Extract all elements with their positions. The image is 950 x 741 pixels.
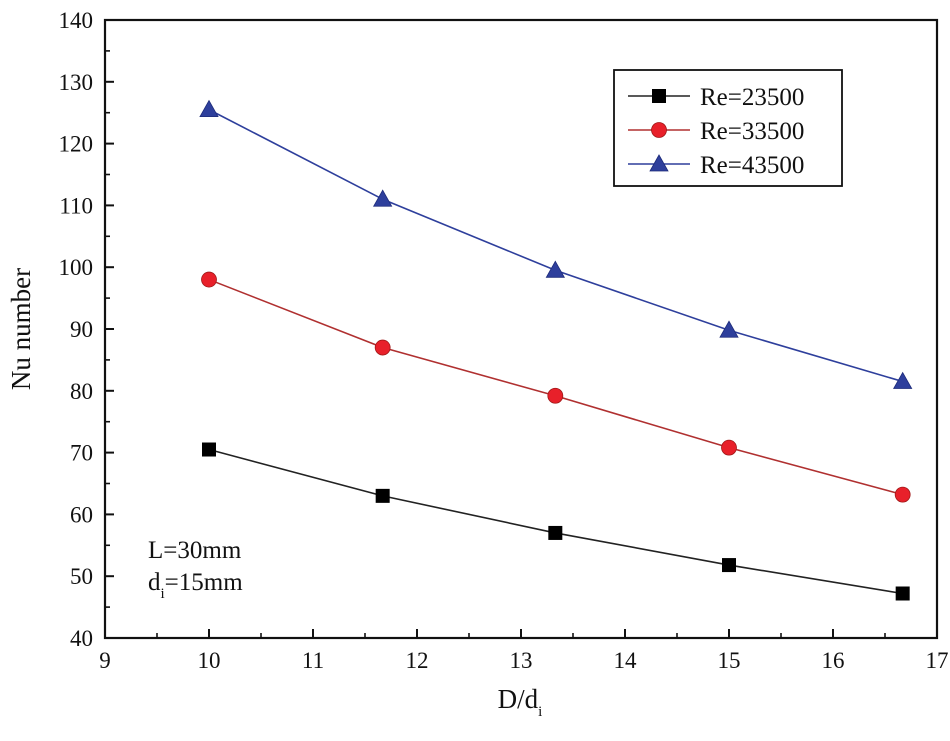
series-re-23500 [202, 442, 910, 601]
x-tick-label: 17 [926, 648, 949, 673]
data-point-square [722, 558, 736, 573]
x-tick-label: 15 [718, 648, 741, 673]
x-tick-label: 11 [302, 648, 324, 673]
data-point-triangle [719, 320, 739, 338]
series-re-33500 [201, 271, 911, 503]
legend-marker-circle [651, 122, 667, 138]
annotation-inner-diameter-subscript: i [161, 586, 165, 602]
y-tick-label: 140 [59, 8, 94, 33]
y-tick-label: 90 [70, 317, 93, 342]
legend-marker-square [652, 89, 666, 103]
legend-entry: Re=43500 [628, 152, 804, 179]
series-line [208, 278, 903, 496]
legend-entries: Re=23500 Re=33500 Re=43500 [628, 84, 804, 179]
y-tick-label: 40 [70, 626, 93, 651]
data-point-square [202, 442, 216, 457]
x-tick-label: 13 [510, 648, 533, 673]
legend-label: Re=23500 [700, 84, 804, 111]
data-point-circle [547, 387, 564, 404]
x-tick-label: 14 [614, 648, 638, 673]
x-axis-title-subscript: i [538, 704, 542, 720]
x-tick-label: 9 [99, 648, 111, 673]
y-axis-title: Nu number [6, 268, 36, 390]
legend-entry: Re=23500 [628, 84, 804, 111]
y-tick-label: 70 [70, 441, 93, 466]
y-tick-label: 120 [59, 132, 94, 157]
data-point-square [375, 488, 390, 503]
y-tick-label: 80 [70, 379, 93, 404]
legend-entry: Re=33500 [628, 118, 804, 145]
x-tick-label: 10 [198, 648, 221, 673]
series-line [208, 448, 903, 595]
data-point-square [895, 586, 910, 601]
legend: Re=23500 Re=33500 Re=43500 [613, 69, 843, 187]
x-axis-title: D/di [498, 684, 543, 720]
axis-tick-labels: 9 10 11 12 13 14 15 16 17 40 50 60 70 80 90 100 110 120 13… [59, 8, 949, 673]
legend-label: Re=43500 [700, 152, 804, 179]
legend-marker-triangle [649, 154, 669, 172]
axis-ticks [104, 19, 938, 639]
y-tick-label: 110 [59, 193, 93, 218]
annotation-inner-diameter-main: d [148, 569, 161, 596]
y-tick-label: 130 [59, 70, 94, 95]
x-axis-title-main: D/d [498, 684, 539, 714]
x-tick-label: 16 [822, 648, 845, 673]
data-point-circle [894, 486, 911, 503]
series-layer [199, 99, 913, 601]
series-re-43500 [199, 99, 913, 389]
annotation-length: L=30mm [148, 537, 242, 564]
data-point-triangle [545, 260, 566, 278]
y-tick-label: 60 [70, 502, 93, 527]
data-point-square [548, 525, 563, 540]
data-point-circle [201, 271, 217, 288]
data-point-triangle [199, 99, 219, 118]
data-point-circle [721, 439, 737, 456]
data-point-triangle [892, 371, 913, 389]
y-tick-label: 50 [70, 564, 93, 589]
annotation-inner-diameter: di=15mm [148, 569, 243, 602]
legend-label: Re=33500 [700, 118, 804, 145]
y-tick-label: 100 [59, 255, 94, 280]
x-tick-label: 12 [406, 648, 429, 673]
data-point-triangle [372, 189, 393, 207]
annotation-inner-diameter-value: =15mm [165, 569, 244, 596]
data-point-circle [374, 339, 391, 356]
